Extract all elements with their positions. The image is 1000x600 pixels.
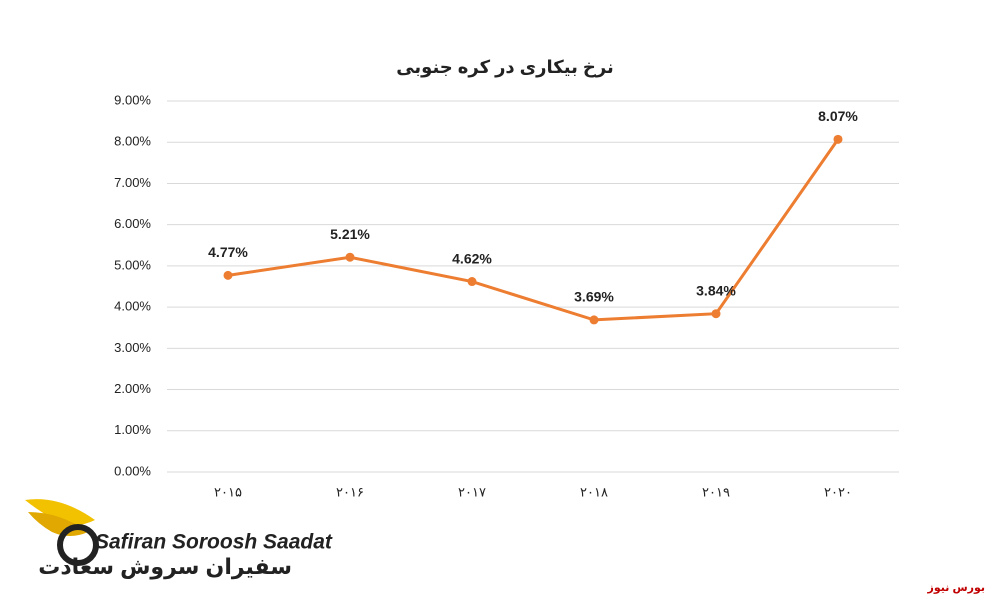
x-tick-label: ۲۰۱۹ [702, 484, 730, 499]
value-label: 3.84% [696, 282, 736, 298]
source: بورس نیوز [927, 582, 985, 594]
point [223, 270, 233, 280]
x-tick-label: ۲۰۱۶ [336, 484, 364, 499]
x-tick-label: ۲۰۱۷ [458, 484, 486, 499]
y-tick-label: 4.00% [114, 299, 151, 314]
point [467, 277, 477, 287]
point [833, 134, 843, 144]
logo-mark [57, 524, 99, 566]
x-tick-label: ۲۰۱۸ [580, 484, 608, 499]
y-tick-label: 0.00% [114, 463, 151, 478]
point [711, 309, 721, 319]
logo: Safiran Soroosh Saadat سفیران سروش سعادت [25, 499, 333, 580]
y-tick-label: 6.00% [114, 216, 151, 231]
y-tick-label: 3.00% [114, 340, 151, 355]
y-tick-label: 9.00% [114, 92, 151, 107]
logo-wing [25, 499, 95, 525]
point [345, 252, 355, 262]
logo-name-fa: سفیران سروش سعادت [38, 554, 292, 580]
y-tick-label: 2.00% [114, 381, 151, 396]
y-tick-label: 5.00% [114, 257, 151, 272]
value-label: 4.62% [452, 250, 492, 266]
point [589, 315, 599, 325]
y-tick-label: 8.00% [114, 134, 151, 149]
logo-name-en: Safiran Soroosh Saadat [95, 531, 333, 554]
value-label: 3.69% [574, 289, 614, 305]
x-tick-label: ۲۰۱۵ [214, 484, 242, 499]
value-label: 4.77% [208, 244, 248, 260]
y-tick-label: 1.00% [114, 422, 151, 437]
value-label: 8.07% [818, 108, 858, 124]
value-label: 5.21% [330, 226, 370, 242]
x-tick-label: ۲۰۲۰ [824, 484, 852, 499]
line [227, 138, 840, 322]
chart-title: نرخ بیکاری در کره جنوبی [396, 57, 614, 78]
y-tick-label: 7.00% [114, 175, 151, 190]
